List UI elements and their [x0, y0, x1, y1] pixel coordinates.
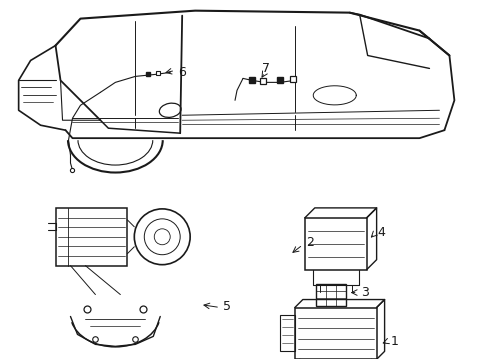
- Text: 5: 5: [223, 300, 231, 313]
- Text: 6: 6: [178, 66, 185, 79]
- Text: 3: 3: [360, 286, 368, 299]
- Text: 7: 7: [262, 62, 269, 75]
- Text: 1: 1: [390, 335, 398, 348]
- Text: 2: 2: [305, 236, 313, 249]
- Text: 4: 4: [377, 226, 385, 239]
